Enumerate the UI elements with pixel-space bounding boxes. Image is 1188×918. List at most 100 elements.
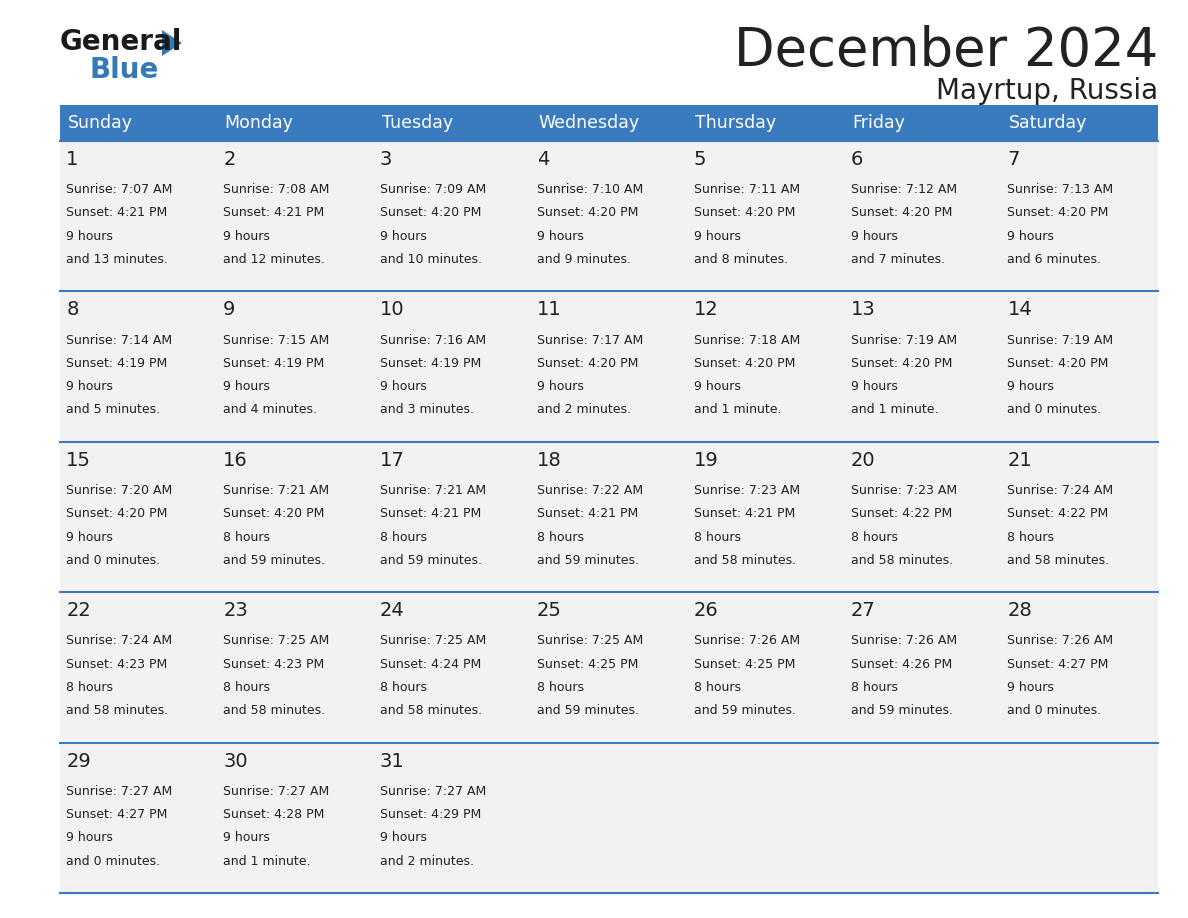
- Text: Sunset: 4:22 PM: Sunset: 4:22 PM: [851, 508, 952, 521]
- Text: Sunrise: 7:19 AM: Sunrise: 7:19 AM: [851, 333, 956, 346]
- Text: 9 hours: 9 hours: [67, 230, 113, 242]
- Bar: [374, 442, 531, 592]
- Text: 21: 21: [1007, 451, 1032, 470]
- Text: and 8 minutes.: and 8 minutes.: [694, 253, 788, 266]
- Text: 6: 6: [851, 150, 862, 169]
- Text: Sunset: 4:20 PM: Sunset: 4:20 PM: [851, 207, 952, 219]
- Text: 5: 5: [694, 150, 706, 169]
- Text: and 9 minutes.: and 9 minutes.: [537, 253, 631, 266]
- Bar: [688, 592, 845, 743]
- Text: Sunset: 4:20 PM: Sunset: 4:20 PM: [851, 357, 952, 370]
- Text: Sunrise: 7:20 AM: Sunrise: 7:20 AM: [67, 484, 172, 497]
- Text: 7: 7: [1007, 150, 1019, 169]
- Bar: [61, 743, 217, 893]
- Text: and 1 minute.: and 1 minute.: [851, 403, 939, 417]
- Bar: [688, 141, 845, 291]
- Text: Sunrise: 7:22 AM: Sunrise: 7:22 AM: [537, 484, 643, 497]
- Text: 23: 23: [223, 601, 248, 621]
- Text: 9 hours: 9 hours: [537, 230, 583, 242]
- Text: Sunrise: 7:25 AM: Sunrise: 7:25 AM: [380, 634, 486, 647]
- Text: 8 hours: 8 hours: [694, 531, 740, 543]
- Bar: [531, 105, 688, 141]
- Text: Sunset: 4:27 PM: Sunset: 4:27 PM: [1007, 657, 1108, 671]
- Text: and 1 minute.: and 1 minute.: [694, 403, 782, 417]
- Text: Sunset: 4:20 PM: Sunset: 4:20 PM: [380, 207, 481, 219]
- Text: 13: 13: [851, 300, 876, 319]
- Text: Sunrise: 7:19 AM: Sunrise: 7:19 AM: [1007, 333, 1113, 346]
- Text: 4: 4: [537, 150, 549, 169]
- Text: 18: 18: [537, 451, 562, 470]
- Text: 9: 9: [223, 300, 235, 319]
- Text: Monday: Monday: [225, 114, 293, 132]
- Text: Friday: Friday: [852, 114, 905, 132]
- Bar: [1001, 743, 1158, 893]
- Text: Sunset: 4:19 PM: Sunset: 4:19 PM: [223, 357, 324, 370]
- Text: 9 hours: 9 hours: [67, 832, 113, 845]
- Text: Sunset: 4:20 PM: Sunset: 4:20 PM: [537, 207, 638, 219]
- Text: Sunrise: 7:27 AM: Sunrise: 7:27 AM: [223, 785, 329, 798]
- Bar: [217, 105, 374, 141]
- Text: Sunset: 4:21 PM: Sunset: 4:21 PM: [694, 508, 795, 521]
- Text: 9 hours: 9 hours: [1007, 681, 1054, 694]
- Bar: [531, 743, 688, 893]
- Text: December 2024: December 2024: [734, 25, 1158, 77]
- Text: 9 hours: 9 hours: [537, 380, 583, 393]
- Bar: [1001, 141, 1158, 291]
- Text: Sunrise: 7:10 AM: Sunrise: 7:10 AM: [537, 183, 643, 196]
- Text: and 7 minutes.: and 7 minutes.: [851, 253, 944, 266]
- Text: Sunrise: 7:27 AM: Sunrise: 7:27 AM: [67, 785, 172, 798]
- Text: 9 hours: 9 hours: [1007, 230, 1054, 242]
- Text: 9 hours: 9 hours: [694, 230, 740, 242]
- Text: and 4 minutes.: and 4 minutes.: [223, 403, 317, 417]
- Text: Sunset: 4:23 PM: Sunset: 4:23 PM: [67, 657, 168, 671]
- Bar: [531, 442, 688, 592]
- Text: Saturday: Saturday: [1009, 114, 1087, 132]
- Text: Sunset: 4:25 PM: Sunset: 4:25 PM: [694, 657, 795, 671]
- Text: and 59 minutes.: and 59 minutes.: [537, 704, 639, 717]
- Text: Sunrise: 7:23 AM: Sunrise: 7:23 AM: [694, 484, 800, 497]
- Text: 8 hours: 8 hours: [223, 531, 270, 543]
- Text: and 2 minutes.: and 2 minutes.: [537, 403, 631, 417]
- Text: 29: 29: [67, 752, 91, 770]
- Text: 11: 11: [537, 300, 562, 319]
- Text: and 0 minutes.: and 0 minutes.: [67, 554, 160, 566]
- Text: Sunset: 4:27 PM: Sunset: 4:27 PM: [67, 808, 168, 821]
- Bar: [61, 291, 217, 442]
- Text: Sunset: 4:24 PM: Sunset: 4:24 PM: [380, 657, 481, 671]
- Text: and 59 minutes.: and 59 minutes.: [223, 554, 326, 566]
- Text: 28: 28: [1007, 601, 1032, 621]
- Text: 8 hours: 8 hours: [694, 681, 740, 694]
- Text: Tuesday: Tuesday: [381, 114, 453, 132]
- Text: Sunset: 4:20 PM: Sunset: 4:20 PM: [694, 357, 795, 370]
- Bar: [374, 743, 531, 893]
- Text: and 59 minutes.: and 59 minutes.: [851, 704, 953, 717]
- Bar: [1001, 442, 1158, 592]
- Text: and 59 minutes.: and 59 minutes.: [537, 554, 639, 566]
- Text: 9 hours: 9 hours: [380, 832, 426, 845]
- Text: Sunset: 4:19 PM: Sunset: 4:19 PM: [67, 357, 168, 370]
- Bar: [61, 141, 217, 291]
- Text: Sunset: 4:19 PM: Sunset: 4:19 PM: [380, 357, 481, 370]
- Text: 9 hours: 9 hours: [67, 531, 113, 543]
- Text: and 0 minutes.: and 0 minutes.: [1007, 704, 1101, 717]
- Bar: [845, 592, 1001, 743]
- Text: and 6 minutes.: and 6 minutes.: [1007, 253, 1101, 266]
- Text: 14: 14: [1007, 300, 1032, 319]
- Text: and 13 minutes.: and 13 minutes.: [67, 253, 169, 266]
- Text: 9 hours: 9 hours: [223, 230, 270, 242]
- Text: 20: 20: [851, 451, 876, 470]
- Text: Sunrise: 7:13 AM: Sunrise: 7:13 AM: [1007, 183, 1113, 196]
- Bar: [845, 743, 1001, 893]
- Text: 30: 30: [223, 752, 248, 770]
- Text: 8 hours: 8 hours: [67, 681, 113, 694]
- Text: Thursday: Thursday: [695, 114, 777, 132]
- Bar: [217, 141, 374, 291]
- Text: 8 hours: 8 hours: [851, 681, 898, 694]
- Text: and 58 minutes.: and 58 minutes.: [1007, 554, 1110, 566]
- Text: Sunrise: 7:23 AM: Sunrise: 7:23 AM: [851, 484, 956, 497]
- Text: Sunset: 4:21 PM: Sunset: 4:21 PM: [537, 508, 638, 521]
- Text: General: General: [61, 28, 183, 56]
- Text: 27: 27: [851, 601, 876, 621]
- Bar: [531, 592, 688, 743]
- Text: Sunrise: 7:24 AM: Sunrise: 7:24 AM: [67, 634, 172, 647]
